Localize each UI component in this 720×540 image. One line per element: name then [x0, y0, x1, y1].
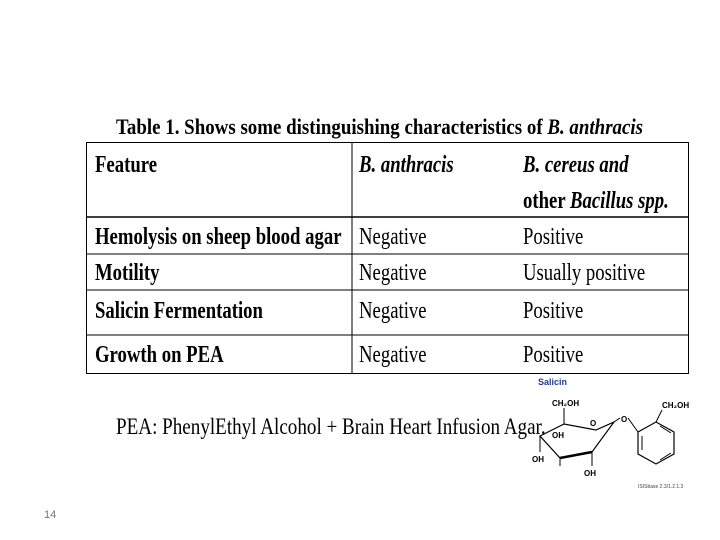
row-4-anthracis: Negative [359, 342, 427, 368]
table-border [86, 142, 689, 374]
bond [613, 417, 621, 423]
table-grid [86, 142, 689, 374]
group-oh-1: OH [552, 431, 564, 440]
salicin-label: Salicin [538, 377, 568, 387]
row-4-feature: Growth on PEA [95, 342, 224, 368]
group-oh-2: OH [532, 455, 544, 464]
benzene-ring [637, 421, 675, 465]
double-bond [659, 425, 672, 434]
header-anthracis: B. anthracis [359, 152, 454, 178]
row-1-feature: Hemolysis on sheep blood agar [95, 224, 342, 250]
row-4-cereus: Positive [523, 342, 584, 368]
header-cereus-prefix: other [523, 188, 566, 214]
row-2-feature: Motility [95, 260, 160, 286]
page-number: 14 [44, 509, 57, 521]
table-caption: Table 1. Shows some distinguishing chara… [116, 114, 643, 140]
header-feature: Feature [95, 152, 158, 178]
glucose-ring [539, 420, 616, 459]
group-oh-3: OH [584, 469, 596, 478]
header-cereus-italic: Bacillus spp. [569, 188, 669, 214]
caption-text: . Shows some distinguishing characterist… [174, 114, 548, 139]
row-1-cereus: Positive [523, 224, 584, 250]
bond [627, 417, 639, 433]
row-2-cereus: Usually positive [523, 260, 646, 286]
group-ring-oxygen: O [590, 419, 596, 428]
group-glycosidic-oxygen: O [621, 415, 627, 424]
header-cereus-line1: B. cereus and [523, 152, 629, 178]
pea-note: PEA: PhenylEthyl Alcohol + Brain Heart I… [116, 414, 546, 439]
characteristics-table: Feature B. anthracis B. cereus and other… [86, 142, 689, 374]
double-bond [659, 452, 672, 461]
ring-bold-edge [559, 450, 593, 460]
structure-credit: ISISbase 2.3/1.2.1.3 [638, 484, 684, 490]
row-3-anthracis: Negative [359, 298, 427, 324]
row-3-feature: Salicin Fermentation [95, 298, 263, 324]
bond [655, 409, 663, 423]
row-1-anthracis: Negative [359, 224, 427, 250]
group-ch2oh-2: CH₂OH [662, 401, 689, 410]
row-2-anthracis: Negative [359, 260, 427, 286]
caption-prefix: Table 1 [116, 114, 175, 139]
group-ch2oh-1: CH₂OH [552, 399, 579, 408]
header-cereus-line2: other Bacillus spp. [523, 188, 669, 214]
salicin-structure-icon: CH₂OH O OH OH OH O CH₂OH ISISbase 2.3/1.… [532, 399, 689, 490]
row-3-cereus: Positive [523, 298, 584, 324]
caption-species: B. anthracis [547, 114, 644, 139]
